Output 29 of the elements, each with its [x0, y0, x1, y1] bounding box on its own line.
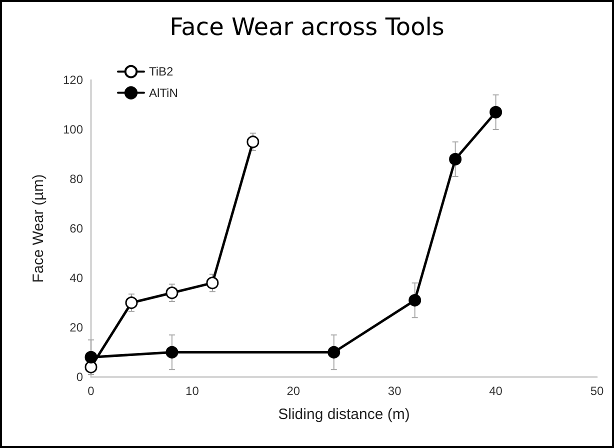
- y-axis-title: Face Wear (µm): [30, 174, 47, 283]
- point: [490, 106, 502, 118]
- y-tick-label: 120: [62, 73, 84, 87]
- point: [408, 294, 422, 307]
- point: [166, 286, 178, 300]
- x-axis-title: Sliding distance (m): [278, 406, 410, 423]
- y-tick-label: 60: [70, 222, 84, 236]
- y-tick-label: 40: [70, 271, 84, 285]
- y-tick-label: 20: [70, 320, 84, 334]
- point: [84, 360, 98, 374]
- point: [125, 296, 138, 309]
- x-tick-label: 40: [489, 384, 503, 398]
- point: [328, 346, 340, 358]
- legend-label: TiB2: [149, 64, 174, 79]
- y-tick-label: 100: [62, 122, 84, 136]
- point: [84, 350, 98, 364]
- point: [166, 346, 178, 358]
- y-tick-label: 80: [70, 172, 84, 186]
- point: [206, 276, 219, 290]
- point: [246, 136, 260, 148]
- y-tick-label: 0: [76, 370, 84, 384]
- chart-title: Face Wear across Tools: [170, 13, 444, 41]
- x-tick-label: 50: [590, 384, 604, 398]
- legend-label: AlTiN: [149, 86, 178, 100]
- point: [449, 152, 462, 166]
- x-tick-label: 0: [88, 384, 95, 398]
- x-tick-label: 10: [186, 384, 200, 398]
- x-tick-label: 30: [388, 384, 402, 398]
- x-tick-label: 20: [286, 384, 300, 398]
